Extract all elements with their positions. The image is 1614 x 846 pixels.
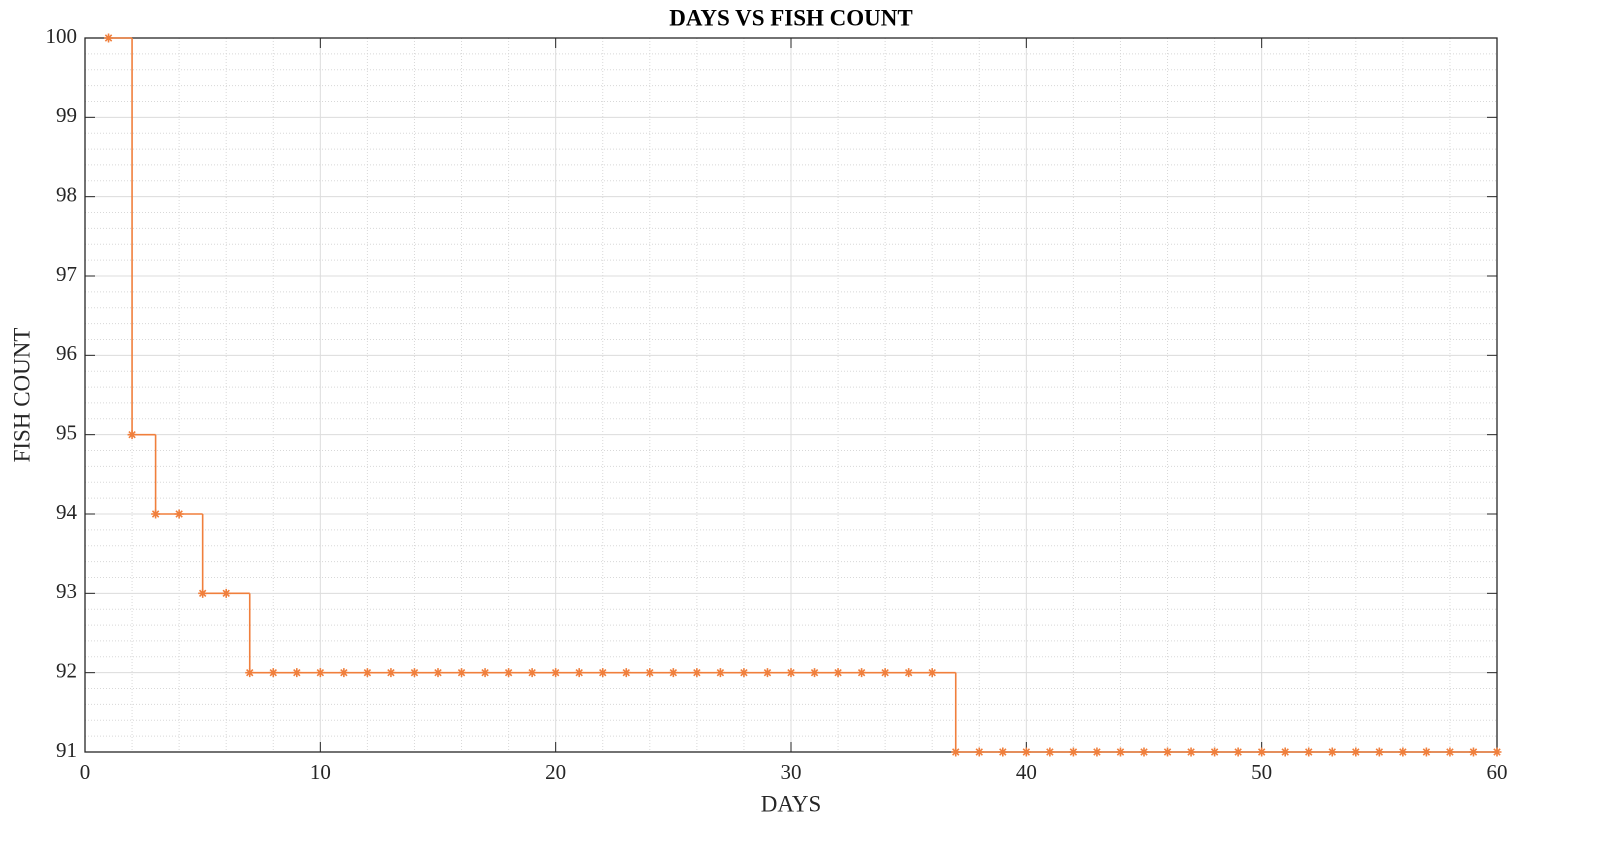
- plot-frame: [84, 37, 1498, 753]
- marker: [362, 668, 372, 678]
- chart-title: DAYS VS FISH COUNT: [669, 5, 913, 30]
- marker: [974, 747, 984, 757]
- marker: [645, 668, 655, 678]
- x-tick-label: 40: [1016, 760, 1037, 784]
- marker: [245, 668, 255, 678]
- marker: [833, 668, 843, 678]
- marker: [574, 668, 584, 678]
- y-tick-label: 96: [56, 341, 77, 365]
- x-tick-label: 0: [80, 760, 91, 784]
- marker: [904, 668, 914, 678]
- marker: [1351, 747, 1361, 757]
- x-tick-label: 50: [1251, 760, 1272, 784]
- marker: [880, 668, 890, 678]
- marker: [1115, 747, 1125, 757]
- marker: [1139, 747, 1149, 757]
- marker: [998, 747, 1008, 757]
- marker: [174, 509, 184, 519]
- marker: [598, 668, 608, 678]
- y-axis-label: FISH COUNT: [9, 328, 34, 463]
- x-tick-label: 60: [1487, 760, 1508, 784]
- marker: [1045, 747, 1055, 757]
- marker: [621, 668, 631, 678]
- y-tick-label: 93: [56, 579, 77, 603]
- y-tick-label: 95: [56, 420, 77, 444]
- marker: [1468, 747, 1478, 757]
- marker: [386, 668, 396, 678]
- marker: [151, 509, 161, 519]
- y-tick-label: 92: [56, 658, 77, 682]
- marker: [1445, 747, 1455, 757]
- marker: [810, 668, 820, 678]
- marker: [292, 668, 302, 678]
- marker: [198, 588, 208, 598]
- marker: [715, 668, 725, 678]
- marker: [457, 668, 467, 678]
- marker: [551, 668, 561, 678]
- marker: [692, 668, 702, 678]
- marker: [1492, 747, 1502, 757]
- marker: [927, 668, 937, 678]
- marker: [527, 668, 537, 678]
- marker: [786, 668, 796, 678]
- marker: [1280, 747, 1290, 757]
- x-axis-label: DAYS: [761, 791, 822, 816]
- marker: [1092, 747, 1102, 757]
- y-tick-label: 94: [56, 500, 78, 524]
- marker: [1327, 747, 1337, 757]
- marker: [433, 668, 443, 678]
- marker: [268, 668, 278, 678]
- marker: [104, 33, 114, 43]
- marker: [480, 668, 490, 678]
- marker: [1257, 747, 1267, 757]
- marker: [1421, 747, 1431, 757]
- marker: [951, 747, 961, 757]
- marker: [739, 668, 749, 678]
- marker: [339, 668, 349, 678]
- x-tick-label: 30: [781, 760, 802, 784]
- marker: [1210, 747, 1220, 757]
- y-tick-label: 98: [56, 182, 77, 206]
- y-tick-label: 97: [56, 262, 77, 286]
- marker: [857, 668, 867, 678]
- marker: [1374, 747, 1384, 757]
- marker: [1398, 747, 1408, 757]
- marker: [315, 668, 325, 678]
- y-tick-label: 100: [46, 24, 78, 48]
- marker: [409, 668, 419, 678]
- marker: [762, 668, 772, 678]
- y-tick-label: 91: [56, 738, 77, 762]
- x-tick-label: 20: [545, 760, 566, 784]
- marker: [668, 668, 678, 678]
- marker: [1068, 747, 1078, 757]
- marker: [1304, 747, 1314, 757]
- marker: [1233, 747, 1243, 757]
- x-tick-label: 10: [310, 760, 331, 784]
- marker: [1163, 747, 1173, 757]
- marker: [1021, 747, 1031, 757]
- marker: [504, 668, 514, 678]
- marker: [221, 588, 231, 598]
- marker: [127, 430, 137, 440]
- y-tick-label: 99: [56, 103, 77, 127]
- marker: [1186, 747, 1196, 757]
